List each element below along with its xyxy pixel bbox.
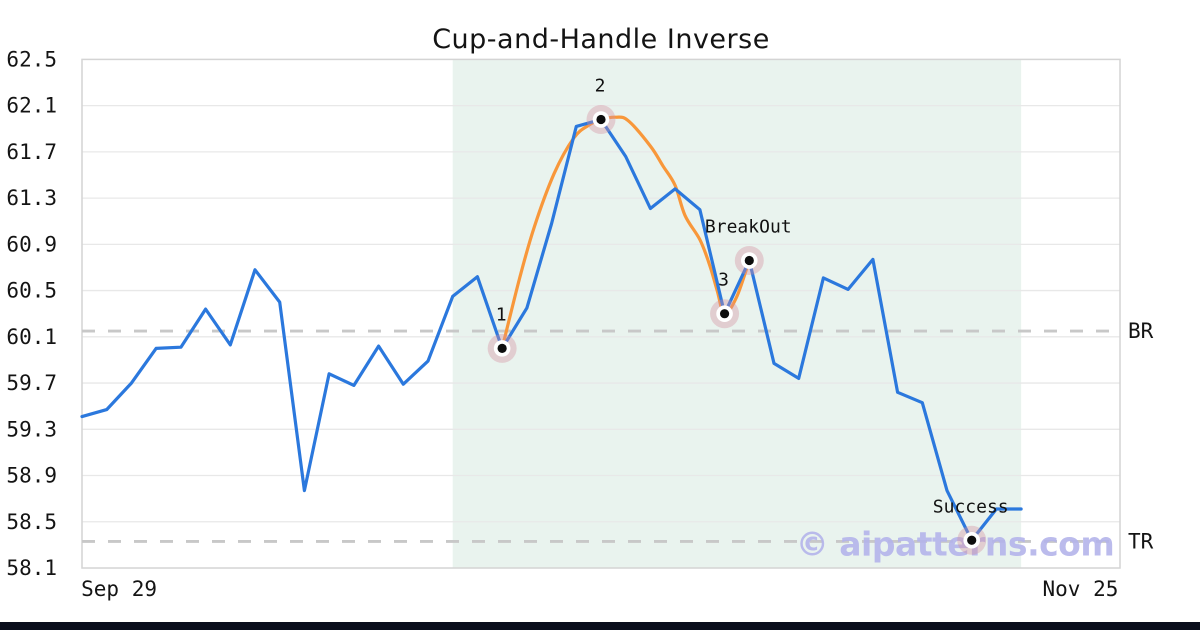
y-tick-label: 60.9 <box>6 232 57 256</box>
y-tick-label: 58.1 <box>6 556 57 580</box>
marker-dot-2 <box>596 114 606 125</box>
marker-label-3: 3 <box>718 270 729 291</box>
marker-label-breakout: BreakOut <box>705 217 792 238</box>
y-tick-label: 62.1 <box>6 94 57 118</box>
y-tick-label: 58.5 <box>6 510 57 534</box>
marker-label-1: 1 <box>496 304 507 325</box>
shaded-pattern-region <box>452 59 1022 569</box>
y-tick-label: 60.5 <box>6 279 57 303</box>
y-tick-label: 61.3 <box>6 186 57 210</box>
x-tick-label: Nov 25 <box>1043 577 1119 601</box>
hline-label-br: BR <box>1128 319 1154 343</box>
marker-dot-1 <box>497 343 507 353</box>
watermark: © aipatterns.com <box>796 525 1114 564</box>
y-tick-label: 61.7 <box>6 140 57 164</box>
marker-dot-success <box>967 535 977 545</box>
marker-label-success: Success <box>933 496 1009 517</box>
hline-label-tr: TR <box>1128 529 1154 553</box>
plot-border <box>81 58 1121 569</box>
price-line <box>80 117 1023 542</box>
y-tick-label: 59.3 <box>6 417 57 441</box>
marker-dot-breakout <box>744 255 754 266</box>
chart-title: Cup-and-Handle Inverse <box>432 24 770 55</box>
y-tick-label: 62.5 <box>6 47 57 71</box>
marker-label-2: 2 <box>595 76 606 97</box>
footer-bar <box>0 622 1200 630</box>
marker-dot-3 <box>719 309 730 319</box>
pattern-line <box>500 115 751 350</box>
y-tick-label: 58.9 <box>6 464 57 488</box>
y-tick-label: 60.1 <box>6 325 57 349</box>
y-tick-label: 59.7 <box>6 371 57 395</box>
x-tick-label: Sep 29 <box>81 577 157 601</box>
